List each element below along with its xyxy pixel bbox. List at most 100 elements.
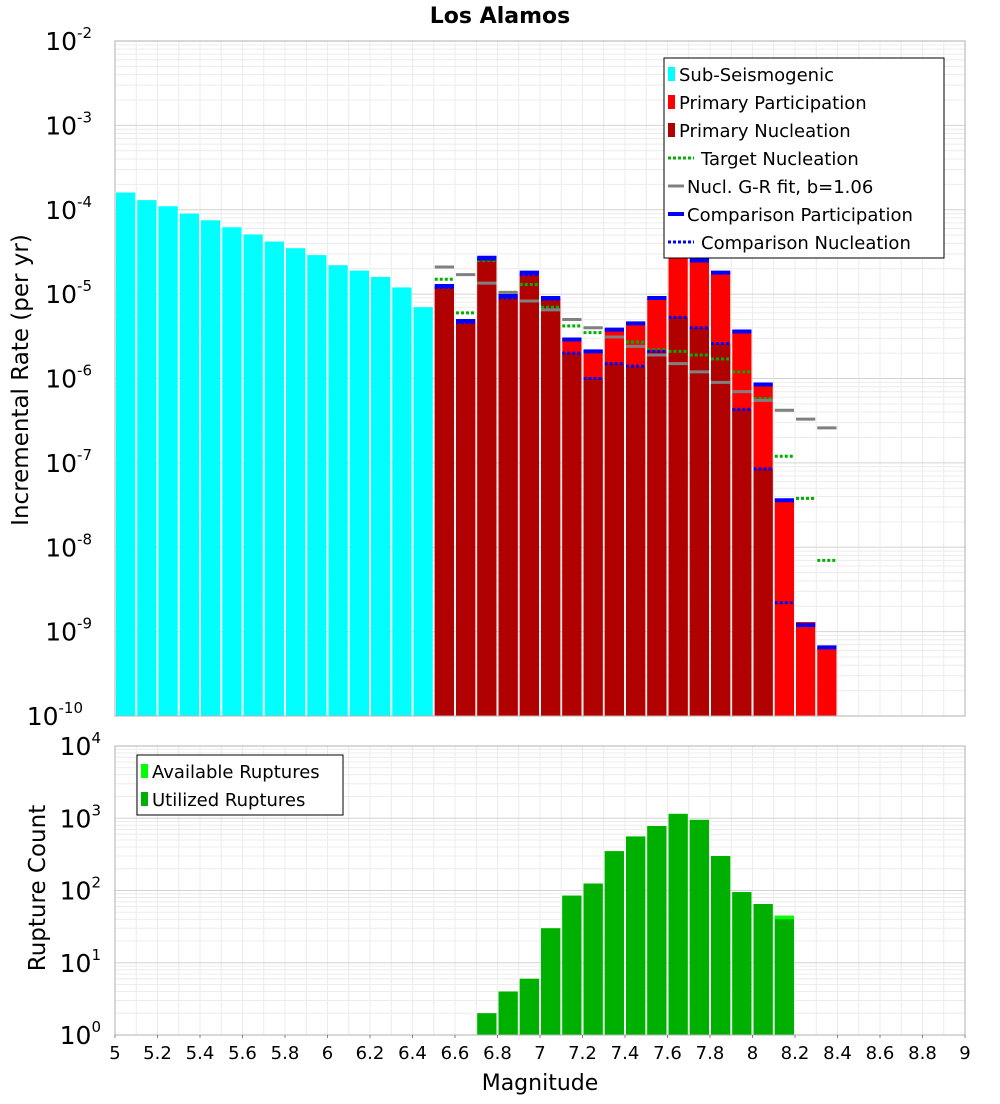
y-tick-label: 10-5 [45,277,92,309]
bar [477,1013,497,1035]
bar [413,307,433,716]
x-axis-label: Magnitude [482,1071,599,1096]
bar [647,351,667,716]
bar [434,287,454,716]
bar [626,836,646,1035]
legend-label: Target Nucleation [700,149,859,170]
bar [477,259,497,716]
y-tick-label: 103 [60,801,101,833]
bar [179,213,199,717]
x-tick-label: 6.4 [398,1043,427,1064]
bar [711,343,731,716]
plot-0: 10-10 10-9 10-8 10-7 10-6 10-5 10-4 10-3 10-2 Sub… [27,24,966,731]
y-tick-label: 10-4 [45,193,92,225]
x-tick-label: 6.2 [356,1043,385,1064]
bar [668,317,688,716]
bar [519,978,539,1035]
bar [626,366,646,716]
plot-border [114,40,966,717]
bar [541,928,561,1035]
bar [732,409,752,716]
x-tick-label: 5.4 [186,1043,215,1064]
bar [349,270,369,716]
legend: Available Ruptures Utilized Ruptures [136,754,344,816]
bar [392,287,412,716]
bar [774,500,794,716]
bar [562,895,582,1035]
legend-label: Primary Nucleation [679,121,851,142]
bar [456,322,476,716]
bar [307,255,327,716]
bar [647,826,667,1035]
y-tick-label: 10-6 [45,362,92,394]
top-y-axis-label: Incremental Rate (per yr) [8,234,34,526]
bar [222,227,242,716]
y-tick-label: 10-8 [45,530,92,562]
x-tick-label: 8.8 [908,1043,937,1064]
bar [541,299,561,716]
legend-swatch [668,95,675,109]
legend-label: Available Ruptures [152,762,320,783]
legend-swatch [668,123,675,137]
bar [286,248,306,717]
bar [116,192,136,717]
x-tick-label: 7 [534,1043,545,1064]
x-tick-label: 5 [109,1043,120,1064]
bar [583,378,603,716]
bar [243,234,263,716]
bar [668,813,688,1035]
x-tick-label: 8.6 [866,1043,895,1064]
legend-swatch [141,764,148,778]
y-tick-label: 10-2 [45,24,92,56]
bar [689,819,709,1035]
bar [604,851,624,1035]
chart-title: Los Alamos [430,4,570,29]
bar [158,206,178,716]
bar [753,468,773,716]
y-tick-label: 10-7 [45,446,92,478]
legend-swatch [141,792,148,806]
y-tick-label: 100 [60,1018,101,1050]
x-tick-label: 9 [959,1043,970,1064]
x-tick-label: 5.8 [271,1043,300,1064]
legend-box [136,754,344,816]
legend-swatch [668,67,675,81]
y-tick-label: 10-9 [45,615,92,647]
y-tick-label: 10-3 [45,108,92,140]
y-tick-label: 102 [60,874,101,906]
bar [732,892,752,1035]
bar [519,274,539,716]
bar [137,200,157,716]
legend-label: Sub-Seismogenic [679,65,834,86]
bar [201,220,221,717]
x-tick-label: 7.6 [653,1043,682,1064]
x-tick-label: 5.6 [228,1043,257,1064]
bar [498,297,518,716]
bar [371,276,391,716]
legend-box [663,57,945,259]
y-tick-label: 104 [60,729,101,761]
legend-label: Nucl. G-R fit, b=1.06 [687,177,873,198]
x-tick-label: 7.8 [696,1043,725,1064]
bar [264,241,284,717]
bar [583,883,603,1035]
bottom-y-axis-label: Rupture Count [25,805,51,971]
bar [604,363,624,716]
x-tick-label: 6.6 [441,1043,470,1064]
bar [562,353,582,716]
x-tick-label: 8.2 [781,1043,810,1064]
x-tick-label: 7.4 [611,1043,640,1064]
y-tick-label: 101 [60,946,101,978]
bar [796,622,816,716]
x-tick-label: 6 [322,1043,333,1064]
legend-label: Utilized Ruptures [152,790,305,811]
y-tick-label: 10-10 [27,699,83,731]
x-tick-label: 5.2 [143,1043,172,1064]
x-tick-label: 6.8 [483,1043,512,1064]
legend-label: Comparison Nucleation [701,233,911,254]
x-tick-label: 7.2 [568,1043,597,1064]
bar [753,904,773,1035]
legend-label: Primary Participation [679,93,867,114]
